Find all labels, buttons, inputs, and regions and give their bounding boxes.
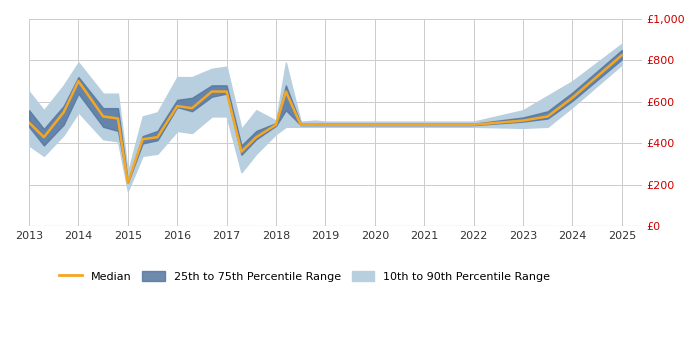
Legend: Median, 25th to 75th Percentile Range, 10th to 90th Percentile Range: Median, 25th to 75th Percentile Range, 1…: [54, 265, 555, 287]
